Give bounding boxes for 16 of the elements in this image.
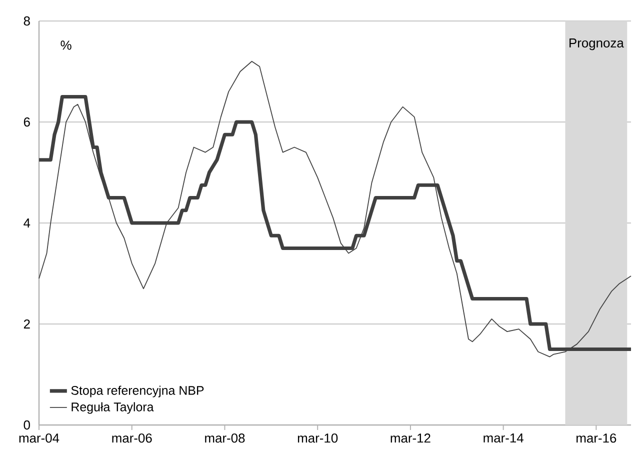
x-tick-label: mar-10 bbox=[298, 434, 338, 443]
band-label: Prognoza bbox=[570, 38, 624, 50]
x-tick-label: mar-16 bbox=[576, 434, 616, 443]
y-tick-label: 0 bbox=[24, 420, 30, 430]
x-tick-label: mar-04 bbox=[19, 434, 60, 443]
x-tick-label: mar-08 bbox=[205, 434, 245, 443]
x-tick-label: mar-12 bbox=[390, 434, 430, 443]
y-tick-label: 8 bbox=[24, 16, 30, 26]
legend-label: Stopa referencyjna NBP bbox=[71, 386, 204, 398]
y-tick-label: 2 bbox=[24, 319, 30, 329]
x-tick-label: mar-14 bbox=[484, 434, 524, 443]
y-tick-label: 4 bbox=[24, 218, 30, 228]
legend-label: Reguła Taylora bbox=[72, 402, 154, 414]
x-tick-label: mar-06 bbox=[112, 434, 152, 443]
y-tick-label: 6 bbox=[24, 117, 30, 127]
annotation: % bbox=[60, 40, 72, 50]
